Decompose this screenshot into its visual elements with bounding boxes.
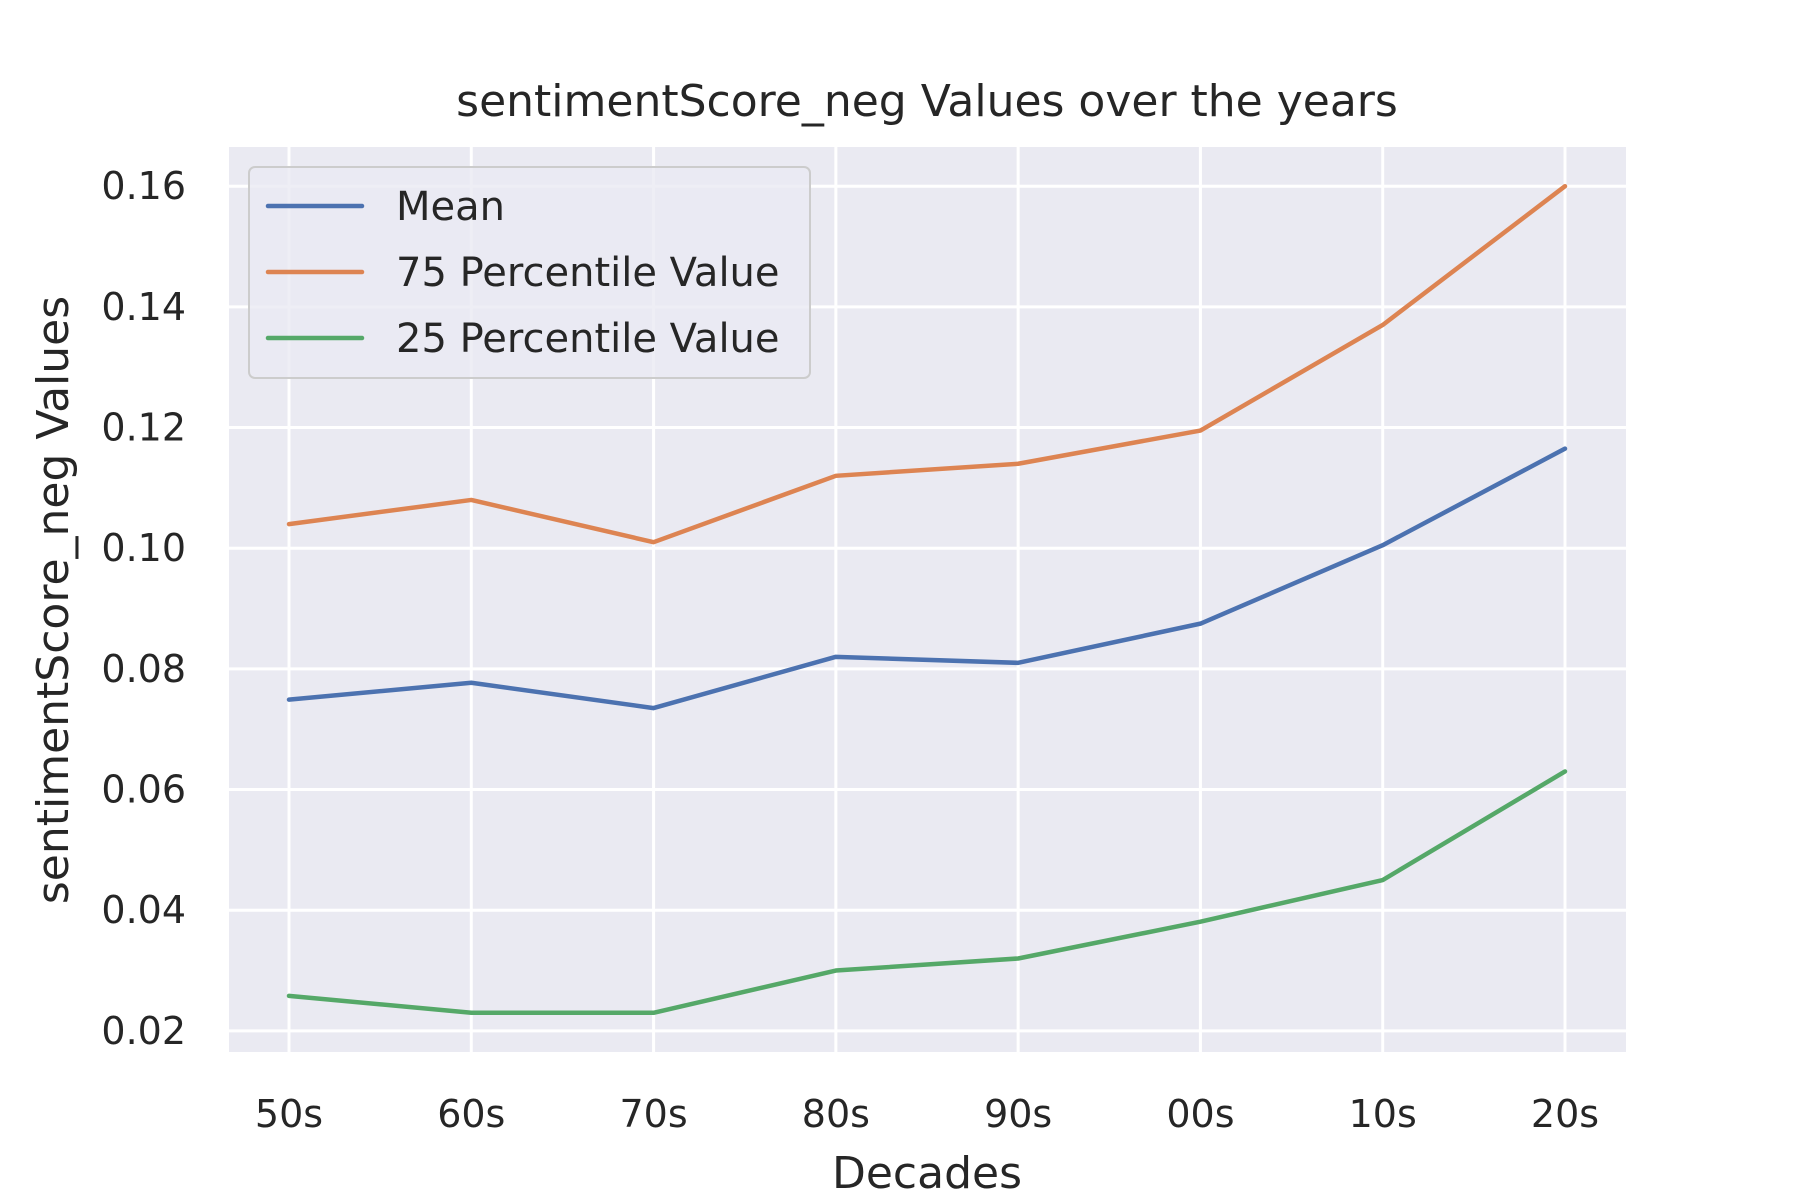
- legend-label: Mean: [396, 184, 505, 230]
- y-axis-title: sentimentScore_neg Values: [28, 296, 79, 904]
- x-axis-title: Decades: [832, 1148, 1022, 1199]
- y-tick-label: 0.12: [101, 406, 186, 450]
- legend-label: 75 Percentile Value: [396, 250, 780, 296]
- legend-label: 25 Percentile Value: [396, 316, 780, 362]
- x-tick-label: 50s: [255, 1092, 323, 1136]
- x-axis-ticks: 50s 60s 70s 80s 90s 00s 10s 20s: [255, 1092, 1599, 1136]
- y-axis-ticks: 0.02 0.04 0.06 0.08 0.10 0.12 0.14 0.16: [101, 164, 186, 1053]
- y-tick-label: 0.08: [101, 647, 186, 691]
- series-lines: [286, 183, 1568, 1016]
- y-tick-label: 0.10: [101, 526, 186, 570]
- y-tick-label: 0.02: [101, 1009, 186, 1053]
- legend-box: [248, 166, 811, 379]
- x-tick-label: 60s: [437, 1092, 505, 1136]
- series-line-1: [286, 446, 1568, 711]
- series-line-3: [286, 769, 1568, 1016]
- y-tick-label: 0.14: [101, 285, 186, 329]
- legend: Mean 75 Percentile Value 25 Percentile Val…: [248, 166, 811, 379]
- x-tick-label: 90s: [984, 1092, 1052, 1136]
- chart-title: sentimentScore_neg Values over the years: [456, 76, 1398, 127]
- series-line-2: [286, 183, 1568, 545]
- x-tick-label: 80s: [802, 1092, 870, 1136]
- x-tick-label: 00s: [1166, 1092, 1234, 1136]
- x-tick-label: 70s: [619, 1092, 687, 1136]
- x-tick-label: 10s: [1349, 1092, 1417, 1136]
- x-tick-label: 20s: [1531, 1092, 1599, 1136]
- y-tick-label: 0.06: [101, 768, 186, 812]
- y-tick-label: 0.04: [101, 888, 186, 932]
- y-tick-label: 0.16: [101, 164, 186, 208]
